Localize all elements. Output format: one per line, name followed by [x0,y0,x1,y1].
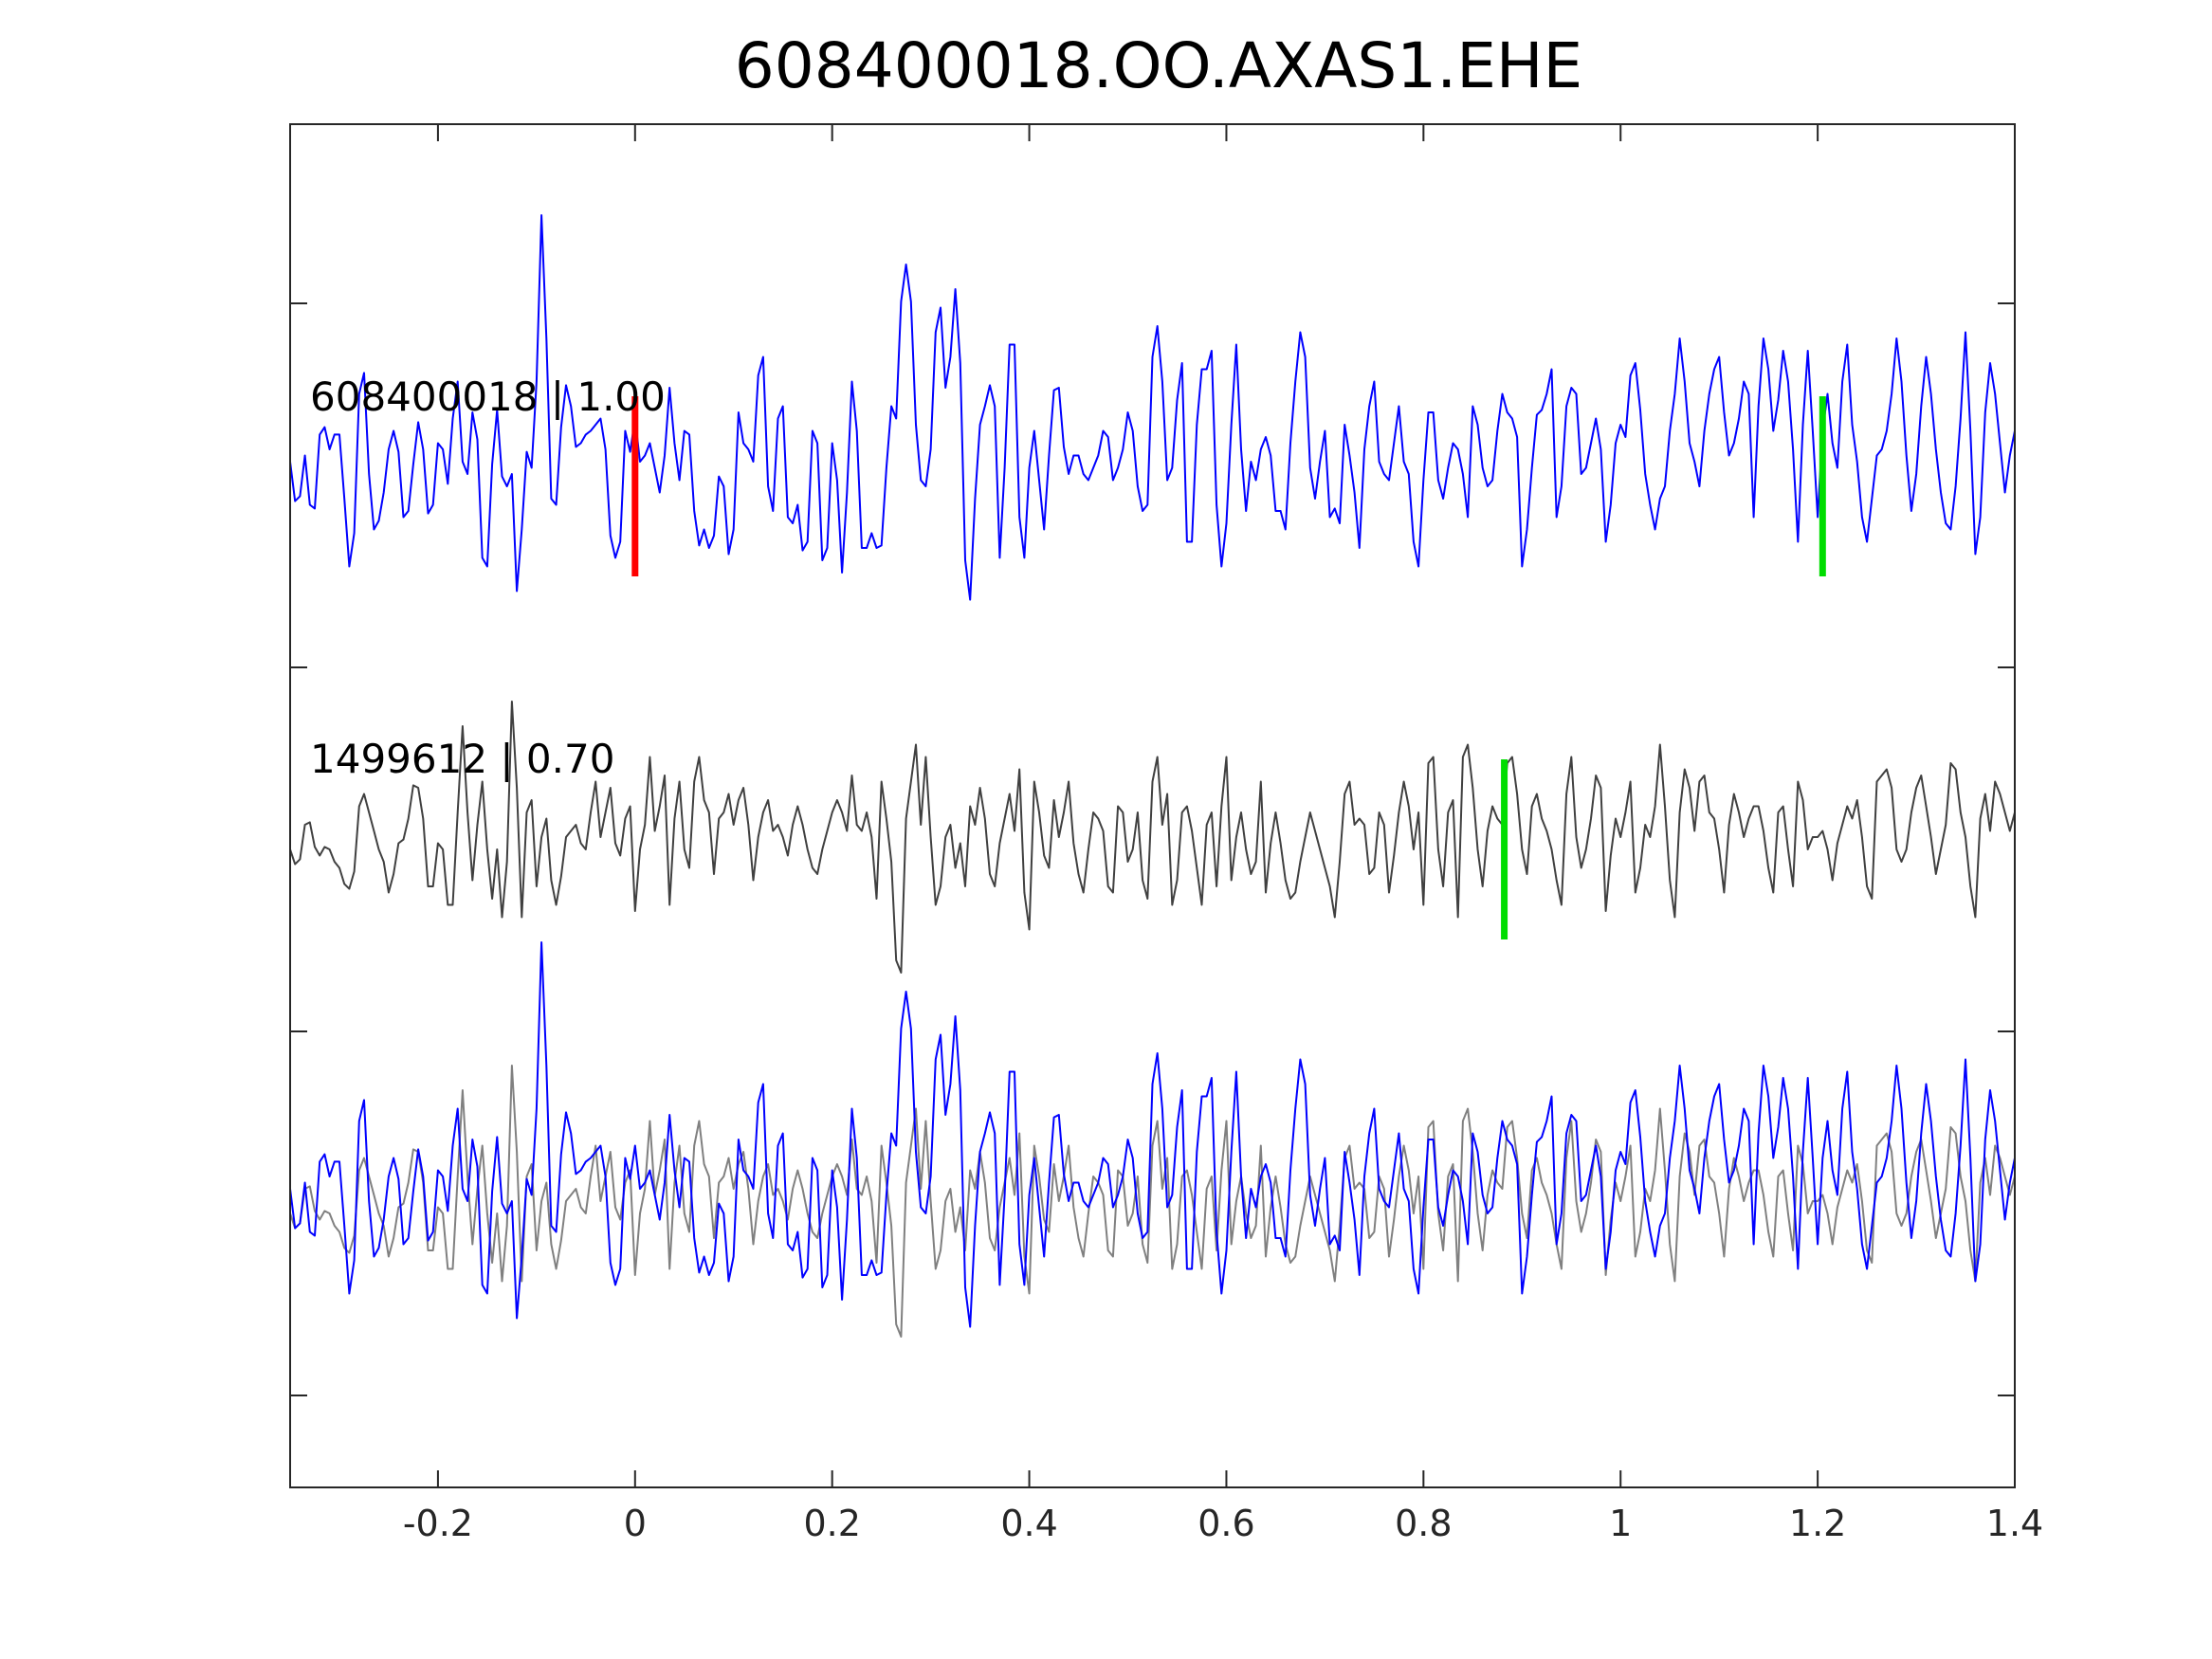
waveform-line-2-0 [289,1065,2016,1338]
trace-panel-2 [289,941,2016,1338]
trace-panel-0 [289,214,2016,601]
x-tick-label-4: 0.6 [1197,1503,1254,1544]
waveform-line-2-1 [289,941,2016,1328]
waveform-line-1-0 [289,701,2016,974]
x-tick-label-5: 0.8 [1395,1503,1452,1544]
x-tick-label-7: 1.2 [1789,1503,1846,1544]
trace-label-1: 1499612 | 0.70 [310,736,614,782]
x-tick-label-6: 1 [1609,1503,1632,1544]
x-axis: -0.2 0 0.2 0.4 0.6 0.8 1 1.2 1.4 [290,124,2043,1544]
trace-labels: 608400018 | 1.00 1499612 | 0.70 [310,374,666,782]
x-tick-label-0: -0.2 [403,1503,473,1544]
x-tick-label-1: 0 [624,1503,647,1544]
x-tick-label-3: 0.4 [1000,1503,1057,1544]
x-tick-label-8: 1.4 [1986,1503,2043,1544]
trace-label-0: 608400018 | 1.00 [310,374,666,420]
axes-box [289,123,2016,1488]
plot-area [289,214,2016,1338]
chart-title: 608400018.OO.AXAS1.EHE [735,29,1583,102]
x-tick-label-2: 0.2 [803,1503,860,1544]
trace-panel-1 [289,701,2016,974]
waveform-line-0-0 [289,214,2016,601]
